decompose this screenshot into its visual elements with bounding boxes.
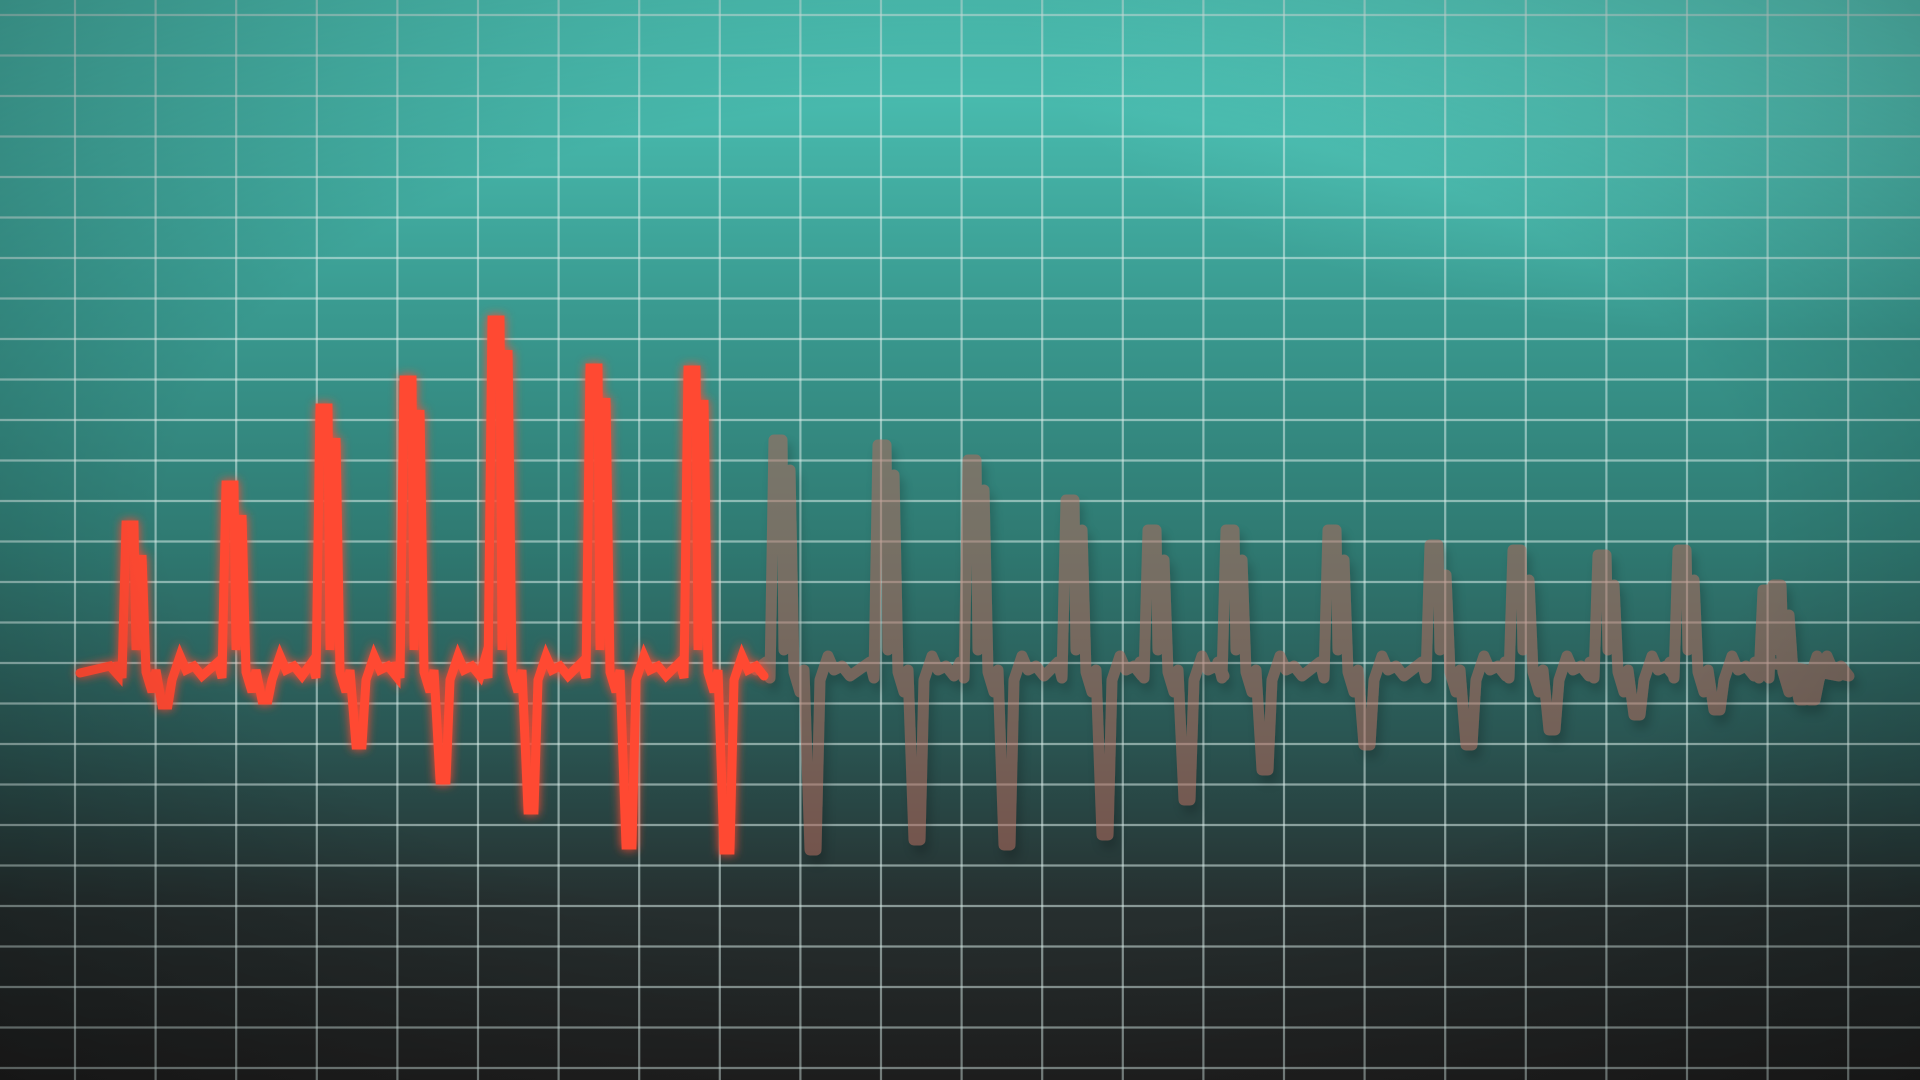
- ecg-trace-active: [75, 315, 769, 855]
- ecg-trace-faded: [750, 434, 1855, 856]
